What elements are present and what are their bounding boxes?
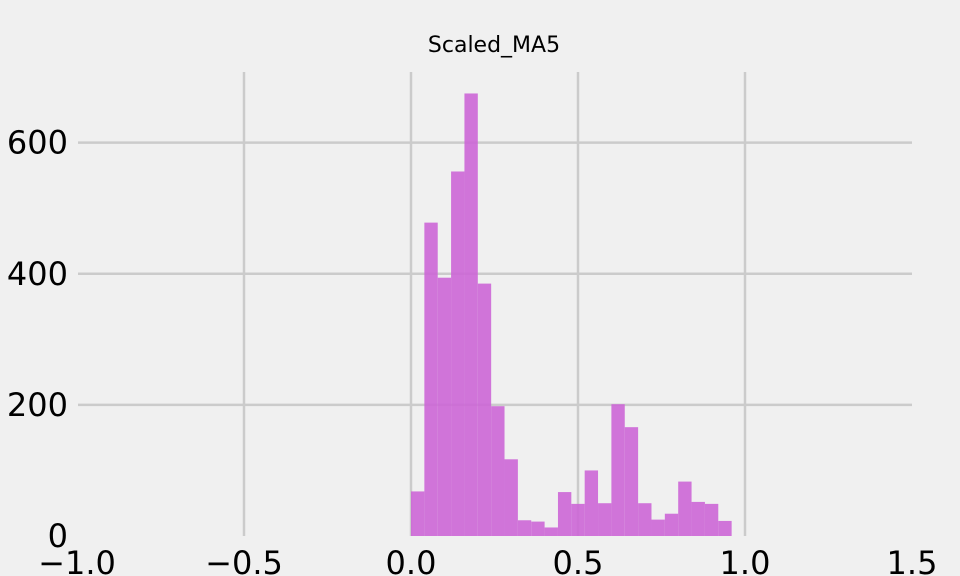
histogram-bar (451, 171, 465, 537)
histogram-bar (544, 527, 558, 536)
histogram-bar (611, 404, 625, 536)
histogram-bar (664, 513, 679, 536)
x-tick-label: −0.5 (205, 544, 283, 576)
histogram-bar (651, 519, 665, 536)
histogram-bar (598, 503, 612, 536)
y-tick-label: 0 (48, 517, 68, 555)
y-tick-label: 200 (7, 386, 68, 424)
histogram-bar (464, 93, 478, 536)
histogram-bar (624, 427, 639, 536)
histogram-bar (691, 501, 705, 536)
histogram-bar (411, 491, 425, 536)
x-tick-label: 0.5 (553, 544, 604, 576)
histogram-bar (531, 521, 545, 536)
histogram-bar (504, 459, 518, 536)
x-tick-label: 0.0 (386, 544, 437, 576)
histogram-bar (477, 283, 492, 536)
tick-labels: −1.0 −0.5 0.0 0.5 1.0 1.5 0 200 400 600 (7, 124, 938, 576)
y-tick-label: 600 (7, 124, 68, 162)
histogram-bar (638, 503, 652, 536)
chart-title: Scaled_MA5 (428, 33, 560, 58)
histogram-bar (718, 520, 732, 536)
histogram-bar (584, 470, 599, 536)
histogram-bar (424, 222, 438, 536)
histogram-bar (491, 406, 505, 536)
x-tick-label: 1.0 (720, 544, 771, 576)
histogram-bar (437, 277, 452, 536)
histogram-bar (571, 503, 585, 536)
histogram-bar (517, 520, 532, 536)
bars-layer (411, 93, 732, 537)
grid-layer (78, 72, 912, 536)
histogram-bar (704, 503, 719, 536)
y-tick-label: 400 (7, 255, 68, 293)
x-tick-label: 1.5 (887, 544, 938, 576)
x-tick-label: −1.0 (38, 544, 116, 576)
histogram-bar (678, 481, 692, 536)
histogram-bar (557, 492, 572, 536)
